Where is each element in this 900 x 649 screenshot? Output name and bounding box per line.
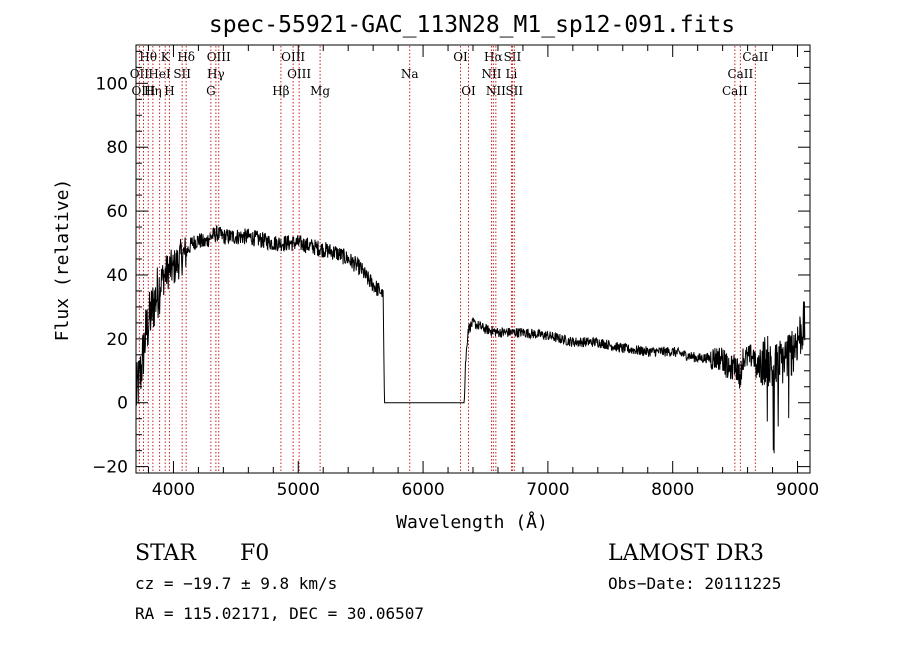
x-tick-label: 5000 (277, 480, 320, 500)
line-marker-label: NII (481, 67, 501, 81)
y-tick-label: 100 (96, 74, 128, 94)
y-tick-label: 0 (117, 394, 128, 414)
redshift-text: cz = −19.7 ± 9.8 km/s (135, 574, 338, 593)
chart-title: spec-55921-GAC_113N28_M1_sp12-091.fits (209, 12, 735, 38)
x-tick-label: 6000 (401, 480, 444, 500)
line-marker-label: Hθ (139, 50, 157, 64)
line-marker-label: SII (504, 50, 522, 64)
line-marker-label: Hα (484, 50, 503, 64)
x-tick-label: 8000 (651, 480, 694, 500)
line-marker-label: Li (506, 67, 518, 81)
y-tick-label: 20 (106, 330, 128, 350)
line-marker-label: SII (505, 84, 523, 98)
spectral-subclass: F0 (240, 541, 270, 566)
x-tick-label: 9000 (776, 480, 819, 500)
line-marker-label: OIII (281, 50, 305, 64)
line-marker-label: CaII (722, 84, 748, 98)
y-tick-label: −20 (92, 458, 128, 478)
x-tick-label: 4000 (152, 480, 195, 500)
line-marker-label: CaII (727, 67, 753, 81)
obs-date: Obs−Date: 20111225 (608, 574, 782, 593)
y-tick-label: 80 (106, 138, 128, 158)
object-class: STAR (135, 541, 196, 566)
line-marker-label: Hδ (177, 50, 195, 64)
y-tick-label: 40 (106, 266, 128, 286)
line-marker-label: OII (130, 67, 150, 81)
line-marker-label: NII (486, 84, 506, 98)
line-marker-label: Na (401, 67, 419, 81)
y-axis-label: Flux (relative) (52, 179, 73, 342)
y-tick-label: 60 (106, 202, 128, 222)
line-marker-label: H (164, 84, 174, 98)
line-marker-label: CaII (742, 50, 768, 64)
plot-frame (135, 44, 811, 474)
flux-line (135, 225, 806, 454)
x-axis-label: Wavelength (Å) (396, 511, 548, 533)
line-marker-label: OIII (207, 50, 231, 64)
line-marker-label: HeI (148, 67, 171, 81)
flux-series (135, 225, 806, 454)
line-marker-label: Hγ (207, 67, 225, 81)
line-marker-label: Hβ (272, 84, 289, 98)
x-tick-label: 7000 (526, 480, 569, 500)
line-marker-label: Mg (310, 84, 330, 98)
axes: 4000 5000 6000 7000 8000 9000 −20 0 20 40 60 80 100 (92, 45, 819, 500)
line-marker-label: G (206, 84, 216, 98)
coordinates: RA = 115.02171, DEC = 30.06507 (135, 604, 424, 623)
survey-name: LAMOST DR3 (608, 541, 764, 566)
line-marker-label: OI (453, 50, 468, 64)
line-marker-label: Hη (144, 84, 162, 98)
line-marker-label: SII (173, 67, 191, 81)
line-marker-label: OIII (131, 84, 155, 98)
line-marker-label: OIII (287, 67, 311, 81)
line-marker-label: K (161, 50, 171, 64)
line-marker-label: OI (461, 84, 476, 98)
